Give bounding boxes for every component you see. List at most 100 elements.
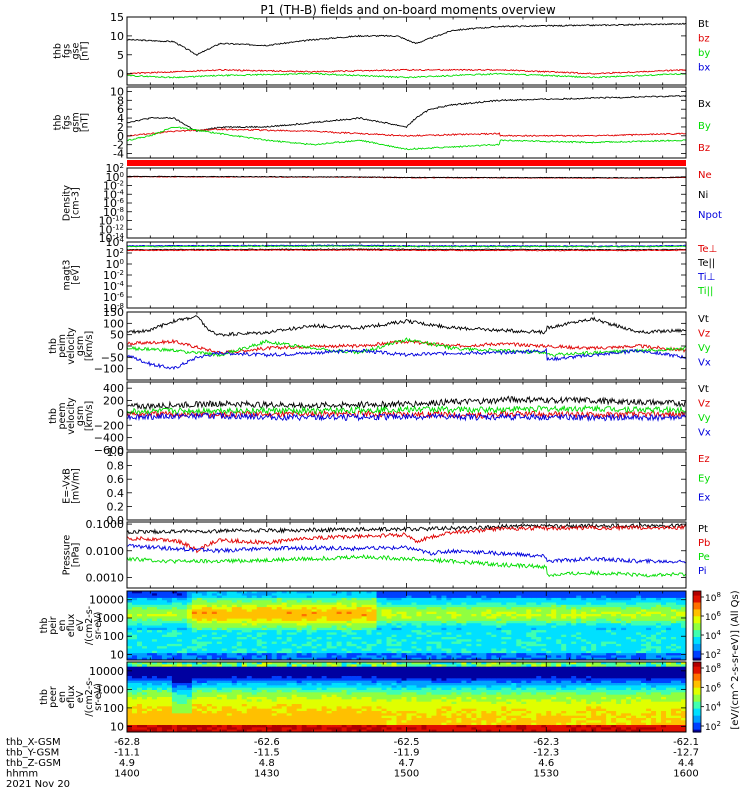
y-tick-label: −100 [94,363,124,376]
legend-entry-Vt: Vt [698,384,709,395]
y-tick-label: 10 [110,30,124,43]
y-tick-label: 400 [103,382,124,395]
x-tick-value: -62.8 [114,737,140,748]
y-tick-label: −400 [94,432,124,445]
spectrogram-peer-spectrogram [127,662,687,733]
legend-entry-Pi: Pi [698,566,707,577]
x-tick-value: -11.1 [114,748,140,759]
x-row-label: hhmm [6,769,38,780]
y-label-line: [nPa] [71,543,82,568]
legend-entry-Vy: Vy [698,413,711,424]
x-tick-value: 1600 [673,769,698,780]
legend-entry-by: by [698,48,710,59]
panel-peer-spectrogram: 10810610410210100100010000thbpeereneflux… [39,662,721,733]
x-tick-value: 1430 [254,769,279,780]
y-tick-label: −200 [94,419,124,432]
legend-entry-Vz: Vz [698,399,710,410]
y-tick-label: 100 [103,317,124,330]
x-tick-value: -62.5 [394,737,420,748]
colorbar-label: [eV/(cm^2-s-sr-eV)] (All Qs) [730,590,741,729]
plot-title: P1 (TH-B) fields and on-board moments ov… [260,3,556,17]
y-tick-label: 50 [110,329,124,342]
x-tick-value: -12.7 [673,748,699,759]
legend-entry-Pe: Pe [698,552,710,563]
legend-entry-Pb: Pb [698,538,710,549]
y-label-line: [mV/m] [71,468,82,504]
y-label-line: sr-eV) [93,683,104,711]
x-tick-value: 1500 [394,769,419,780]
legend-entry-Ez: Ez [698,454,710,465]
legend-entry-Ex: Ex [698,493,710,504]
y-tick-label: 10 [110,649,124,662]
x-tick-value: 4.4 [678,758,694,769]
x-tick-value: -62.3 [533,737,559,748]
y-tick-label: 0.4 [107,487,125,500]
x-tick-value: 1400 [114,769,139,780]
spectrogram-peir-spectrogram [127,591,687,661]
y-label-line: [cm-3] [71,187,82,218]
y-axis-label-density: Density[cm-3] [62,185,82,221]
y-tick-label: 15 [110,11,124,24]
date-label: 2021 Nov 20 [6,779,70,790]
y-tick-label: 100 [103,702,124,715]
y-tick-label: 0.2 [107,500,125,513]
x-tick-value: -11.5 [254,748,280,759]
legend-entry-Vz: Vz [698,329,710,340]
x-tick-value: -62.1 [673,737,699,748]
x-tick-value: -11.9 [394,748,420,759]
x-tick-value: 4.7 [399,758,415,769]
y-tick-label: 100 [103,630,124,643]
legend-entry-Ni: Ni [698,190,708,201]
y-label-line: [km/s] [84,401,95,431]
quality-flag-bar [127,160,686,166]
legend-entry-Ti||: Ti|| [697,286,713,297]
legend-entry-By: By [698,121,711,132]
legend-entry-Ti⊥: Ti⊥ [697,272,715,283]
y-axis-label-efield: E=-VxB[mV/m] [62,468,82,504]
legend-entry-Vt: Vt [698,314,709,325]
y-label-line: [eV] [71,265,82,285]
y-tick-label: 0.0010 [86,571,125,584]
y-tick-label: 10 [110,720,124,733]
legend-entry-Vx: Vx [698,428,711,439]
legend-entry-bx: bx [698,63,710,74]
legend-entry-Ne: Ne [698,170,712,181]
legend-entry-Vy: Vy [698,343,711,354]
legend-entry-Bt: Bt [698,19,709,30]
legend-entry-Te⊥: Te⊥ [697,244,717,255]
legend-entry-Bz: Bz [698,143,710,154]
y-tick-label: 5 [117,49,124,62]
x-tick-value: -62.6 [254,737,280,748]
y-tick-label: 0 [117,340,124,353]
y-tick-label: −50 [101,351,124,364]
x-row-label: thb_Y-GSM [6,748,59,759]
legend-entry-Pt: Pt [698,524,708,535]
y-tick-label: 10000 [89,665,124,678]
x-tick-value: 4.6 [538,758,554,769]
y-label-line: [km/s] [84,331,95,361]
y-tick-label: 150 [103,306,124,319]
y-tick-label: 0.0100 [86,545,125,558]
x-tick-value: -12.3 [533,748,559,759]
y-tick-label: 0.1000 [86,518,125,531]
y-tick-label: 0 [117,407,124,420]
y-tick-label: 200 [103,395,124,408]
x-row-label: thb_X-GSM [6,737,61,748]
legend-entry-bz: bz [698,34,710,45]
y-tick-label: 1.0 [107,446,125,459]
legend-entry-Vx: Vx [698,358,711,369]
y-tick-label: 0 [117,68,124,81]
y-label-line: sr-eV) [93,612,104,640]
x-tick-value: 4.8 [259,758,275,769]
y-tick-label: 10 [110,85,124,98]
x-row-label: thb_Z-GSM [6,758,61,769]
y-tick-label: 0.6 [107,473,125,486]
y-label-line: [nT] [80,41,91,60]
legend-entry-Npot: Npot [698,210,722,221]
y-tick-label: 10000 [89,594,124,607]
x-tick-value: 4.9 [119,758,135,769]
